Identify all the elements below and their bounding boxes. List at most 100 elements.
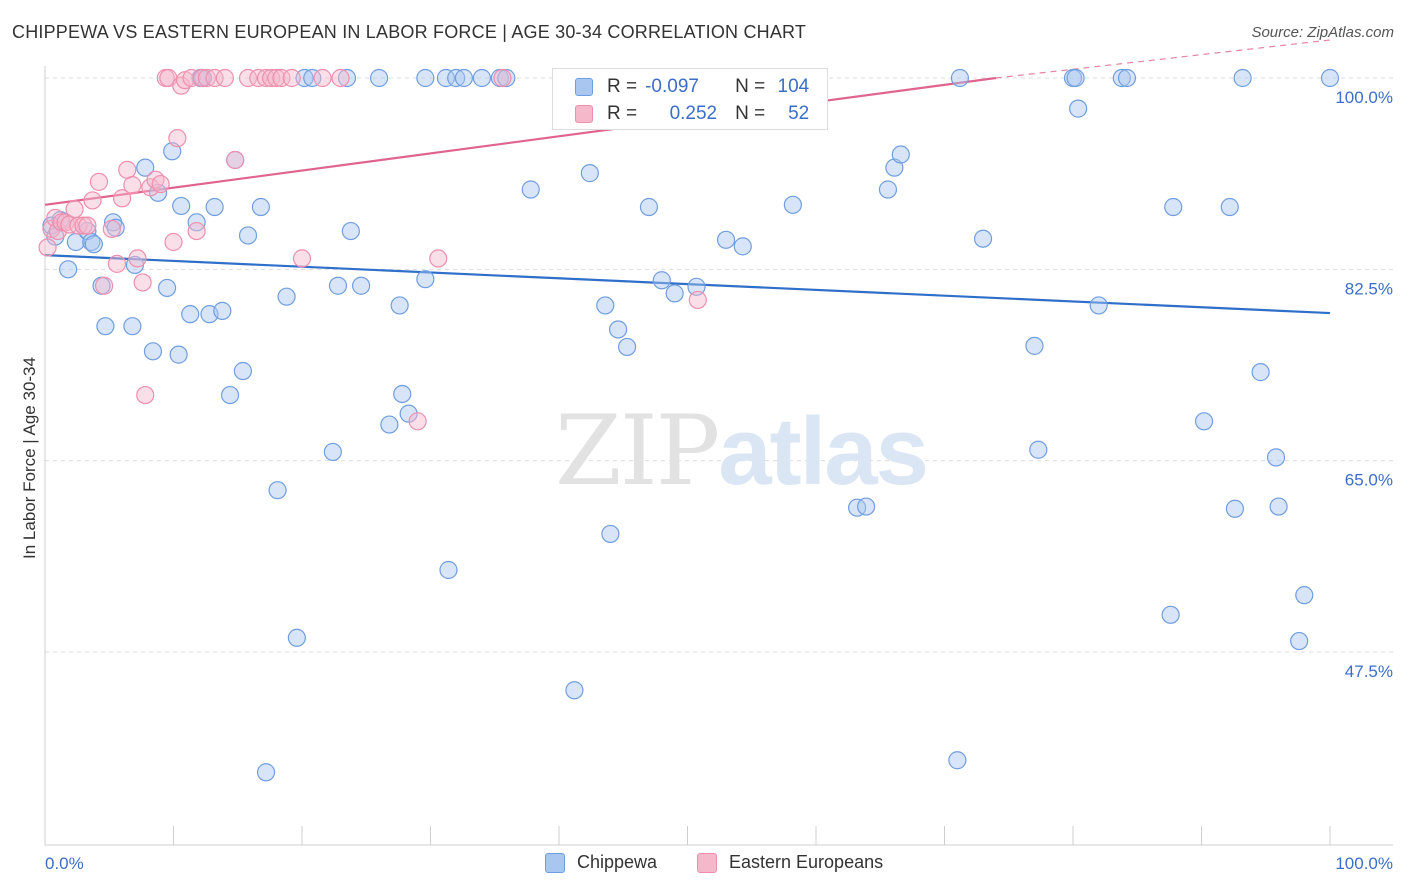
chippewa-point: [1266, 448, 1286, 467]
legend-row-chippewa: R = -0.097 N = 104: [575, 75, 809, 99]
legend-r-label: R =: [607, 103, 638, 124]
legend-swatch-chippewa: [575, 78, 593, 96]
source-label: Source: ZipAtlas.com: [1251, 24, 1394, 41]
chippewa-point: [96, 317, 115, 336]
trend-lines: [44, 39, 1331, 315]
eastern-european-point: [107, 254, 127, 273]
chippewa-point: [436, 68, 456, 88]
chippewa-point: [733, 237, 752, 256]
eastern-european-point: [187, 221, 206, 241]
eastern-european-point: [182, 68, 201, 88]
y-tick-label: 47.5%: [1345, 662, 1393, 681]
chippewa-point: [687, 277, 706, 296]
chippewa-point: [1117, 68, 1137, 88]
eastern-european-point: [226, 150, 245, 170]
eastern-european-trend-extension: [995, 39, 1331, 79]
chippewa-point: [268, 481, 287, 500]
chippewa-point: [341, 221, 360, 241]
eastern-european-point: [238, 68, 258, 88]
chippewa-point: [618, 337, 637, 357]
chippewa-point: [416, 68, 435, 88]
chippewa-point: [205, 197, 224, 217]
chippewa-point: [601, 524, 620, 544]
eastern-european-point: [89, 172, 109, 191]
correlation-legend: R = -0.097 N = 104 R = 0.252 N = 52: [552, 68, 828, 130]
bottom-legend-eastern-europeans: Eastern Europeans: [697, 852, 883, 873]
chippewa-point: [1066, 68, 1085, 88]
eastern-european-point: [136, 385, 155, 405]
eastern-european-point: [205, 68, 224, 88]
chippewa-point: [277, 287, 296, 306]
x-tick-label: 100.0%: [1335, 854, 1393, 873]
eastern-european-point: [429, 249, 448, 268]
chippewa-point: [393, 384, 412, 404]
chippewa-point: [1161, 605, 1180, 624]
eastern-european-point: [128, 249, 147, 268]
eastern-european-point: [118, 160, 137, 179]
bottom-legend-label-chippewa: Chippewa: [577, 852, 658, 872]
chippewa-point: [136, 158, 155, 177]
legend-swatch-eastern-europeans: [575, 105, 593, 123]
eastern-european-point: [249, 68, 268, 88]
eastern-european-point: [272, 68, 291, 88]
chippewa-point: [1069, 99, 1088, 118]
chippewa-point: [891, 145, 910, 164]
eastern-european-point: [262, 68, 281, 88]
chippewa-point: [370, 68, 389, 88]
eastern-european-point: [151, 174, 170, 194]
eastern-european-point: [65, 200, 84, 219]
legend-n-value: 104: [777, 76, 810, 97]
chippewa-point: [1290, 631, 1309, 651]
y-tick-label: 82.5%: [1345, 279, 1393, 298]
chippewa-trend-line: [44, 254, 1331, 315]
chippewa-point: [303, 68, 322, 88]
chippewa-point: [1025, 336, 1044, 355]
eastern-european-point: [38, 238, 57, 257]
eastern-european-point: [78, 216, 97, 235]
chippewa-points: [42, 68, 1340, 782]
x-tick-label: 0.0%: [45, 854, 84, 873]
chippewa-point: [1164, 197, 1183, 217]
eastern-european-point: [292, 249, 312, 268]
chippewa-point: [878, 180, 898, 199]
chippewa-point: [233, 361, 252, 381]
chippewa-point: [472, 68, 491, 88]
eastern-european-point: [83, 191, 102, 210]
chippewa-point: [157, 278, 177, 298]
eastern-european-point: [408, 412, 427, 431]
chippewa-point: [1112, 68, 1131, 88]
chippewa-point: [857, 497, 876, 516]
bottom-legend-chippewa: Chippewa: [545, 852, 657, 873]
chippewa-point: [238, 226, 258, 245]
chippewa-point: [497, 68, 516, 88]
legend-n-value: 52: [788, 103, 810, 124]
eastern-european-point: [133, 273, 152, 292]
chippewa-point: [123, 317, 142, 336]
eastern-european-point: [688, 290, 707, 310]
chippewa-point: [447, 68, 466, 88]
chippewa-point: [416, 270, 435, 289]
legend-r-label: R =: [607, 76, 638, 97]
eastern-european-trend-line: [44, 76, 997, 206]
chippewa-point: [439, 560, 458, 580]
chippewa-point: [783, 195, 802, 214]
chippewa-point: [251, 197, 270, 217]
chippewa-point: [169, 345, 188, 364]
chippewa-point: [181, 305, 200, 324]
chippewa-point: [454, 68, 474, 88]
chippewa-point: [1029, 440, 1048, 459]
eastern-european-point: [331, 68, 350, 88]
chippewa-point: [295, 68, 314, 88]
chippewa-point: [1269, 497, 1288, 516]
eastern-european-point: [112, 189, 132, 208]
eastern-european-point: [168, 129, 187, 148]
chippewa-point: [609, 320, 628, 339]
legend-row-eastern-europeans: R = 0.252 N = 52: [575, 102, 809, 126]
chippewa-point: [213, 301, 232, 320]
chippewa-point: [950, 68, 970, 88]
eastern-european-point: [164, 232, 183, 252]
legend-n-label: N =: [735, 103, 766, 124]
chippewa-point: [973, 229, 993, 248]
y-tick-label: 65.0%: [1345, 471, 1393, 490]
